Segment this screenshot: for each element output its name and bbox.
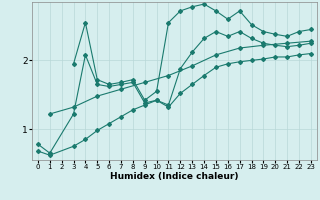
X-axis label: Humidex (Indice chaleur): Humidex (Indice chaleur) <box>110 172 239 181</box>
